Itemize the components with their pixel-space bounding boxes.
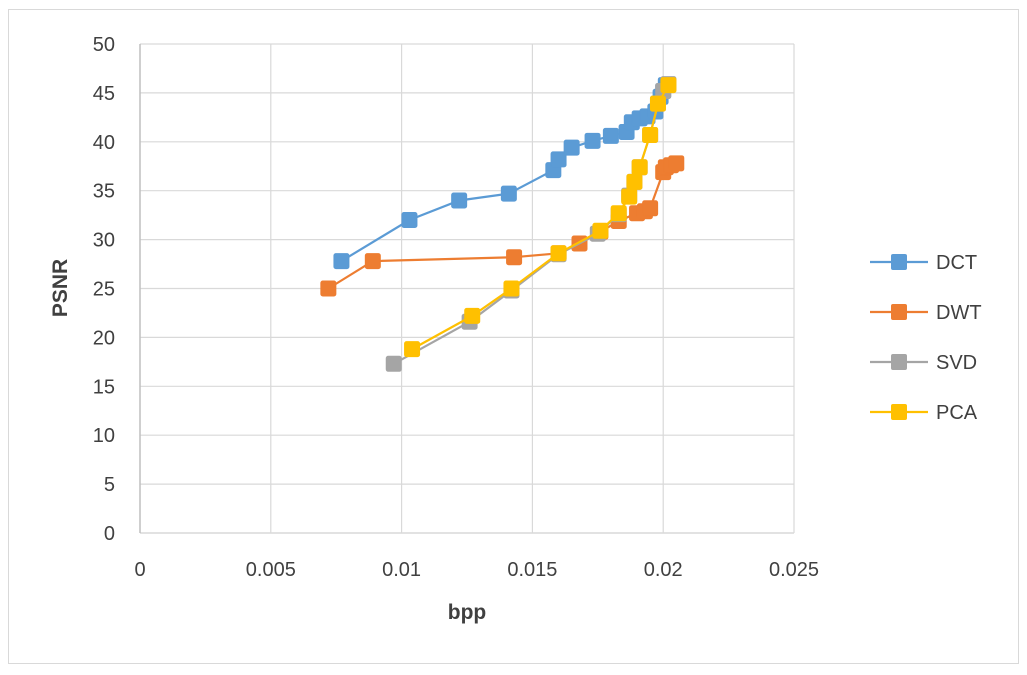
series-pca	[404, 77, 677, 358]
legend-marker	[891, 254, 907, 270]
data-point	[668, 155, 685, 172]
y-tick-label: 20	[93, 327, 115, 349]
y-axis-title: PSNR	[49, 259, 72, 317]
y-tick-label: 25	[93, 279, 115, 301]
legend-marker	[891, 304, 907, 320]
legend-item-svd: SVD	[870, 352, 977, 374]
x-axis-title: bpp	[448, 601, 486, 624]
y-tick-label: 15	[93, 376, 115, 398]
legend-label: SVD	[936, 352, 977, 374]
data-point	[364, 253, 381, 270]
x-tick-label: 0.01	[382, 559, 421, 581]
y-tick-label: 40	[93, 132, 115, 154]
x-tick-label: 0.02	[644, 559, 683, 581]
y-tick-label: 35	[93, 181, 115, 203]
legend-marker	[891, 354, 907, 370]
chart-frame	[8, 9, 1019, 664]
y-tick-label: 50	[93, 34, 115, 56]
legend-label: DWT	[936, 302, 982, 324]
legend-label: DCT	[936, 252, 977, 274]
data-point	[649, 95, 666, 112]
y-tick-label: 45	[93, 83, 115, 105]
x-tick-label: 0.005	[246, 559, 296, 581]
data-point	[592, 222, 609, 239]
data-point	[642, 200, 659, 217]
y-tick-labels: 0 5 10 15 20 25 30 35 40 45 50	[93, 34, 115, 545]
legend-item-dct: DCT	[870, 252, 977, 274]
series-line	[340, 84, 667, 263]
legend-item-pca: PCA	[870, 402, 978, 424]
data-point	[563, 139, 580, 156]
series-group	[320, 76, 685, 372]
data-point	[385, 355, 402, 372]
legend-marker	[891, 404, 907, 420]
data-point	[584, 132, 601, 149]
x-tick-labels: 0 0.005 0.01 0.015 0.02 0.025	[134, 559, 819, 581]
axes	[139, 44, 794, 534]
data-point	[503, 280, 520, 297]
data-point	[506, 249, 523, 266]
data-point	[500, 185, 517, 202]
x-tick-label: 0.025	[769, 559, 819, 581]
legend-label: PCA	[936, 402, 978, 424]
data-point	[621, 188, 638, 205]
data-point	[631, 159, 648, 176]
data-point	[464, 307, 481, 324]
y-tick-label: 0	[104, 523, 115, 545]
data-point	[626, 173, 643, 190]
y-tick-label: 5	[104, 474, 115, 496]
x-tick-label: 0	[134, 559, 145, 581]
data-point	[451, 192, 468, 209]
data-point	[404, 341, 421, 358]
data-point	[401, 212, 418, 229]
data-point	[550, 245, 567, 262]
gridlines	[140, 43, 795, 533]
legend-item-dwt: DWT	[870, 302, 982, 324]
legend: DCT DWT SVD PCA	[870, 252, 982, 424]
data-point	[642, 126, 659, 143]
data-point	[610, 205, 627, 222]
data-point	[602, 127, 619, 144]
series-dct	[333, 77, 674, 270]
y-tick-label: 10	[93, 425, 115, 447]
x-tick-label: 0.015	[507, 559, 557, 581]
data-point	[320, 280, 337, 297]
data-point	[333, 253, 350, 270]
y-tick-label: 30	[93, 230, 115, 252]
data-point	[550, 151, 567, 168]
data-point	[660, 77, 677, 94]
